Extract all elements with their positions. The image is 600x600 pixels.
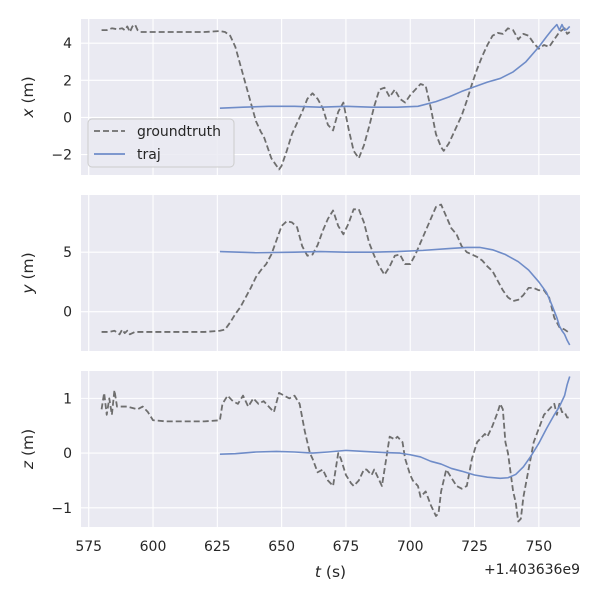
x-tick-label: 675 [333, 539, 360, 555]
series-line-groundtruth [101, 23, 571, 171]
x-tick-label: 575 [75, 539, 102, 555]
y-axis-label: x (m) [19, 76, 37, 118]
legend: groundtruth traj [87, 118, 235, 168]
y-tick-label: 5 [63, 245, 72, 261]
y-tick-label: 2 [63, 73, 72, 89]
series-line-groundtruth [100, 389, 570, 523]
y-axis-label: y (m) [19, 252, 37, 294]
x-tick-label: 725 [461, 539, 488, 555]
series-line-traj [219, 246, 571, 346]
y-tick-label: 0 [63, 305, 72, 321]
x-tick-label: 700 [397, 539, 424, 555]
x-tick-label: 750 [525, 539, 552, 555]
y-tick-label: −2 [51, 148, 72, 164]
series-line-traj [219, 23, 571, 109]
series-line-groundtruth [101, 203, 571, 336]
legend-label-traj: traj [137, 147, 161, 163]
x-tick-label: 600 [140, 539, 167, 555]
plot-area [81, 371, 580, 527]
x-offset-text: +1.403636e9 [484, 562, 580, 578]
series-line-traj [219, 376, 571, 480]
y-tick-label: 1 [63, 391, 72, 407]
x-tick-label: 650 [268, 539, 295, 555]
plot-area [81, 195, 580, 351]
y-tick-label: −1 [51, 501, 72, 517]
y-axis-label: z (m) [19, 429, 37, 470]
y-tick-label: 4 [63, 36, 72, 52]
y-tick-label: 0 [63, 446, 72, 462]
subplot-y: 0 5 y (m) [19, 195, 580, 351]
subplot-z: −1 0 1 z (m) [19, 371, 580, 527]
x-axis-label: t (s) [315, 563, 346, 581]
x-tick-label: 625 [204, 539, 231, 555]
y-tick-label: 0 [63, 110, 72, 126]
legend-label-groundtruth: groundtruth [137, 124, 221, 140]
